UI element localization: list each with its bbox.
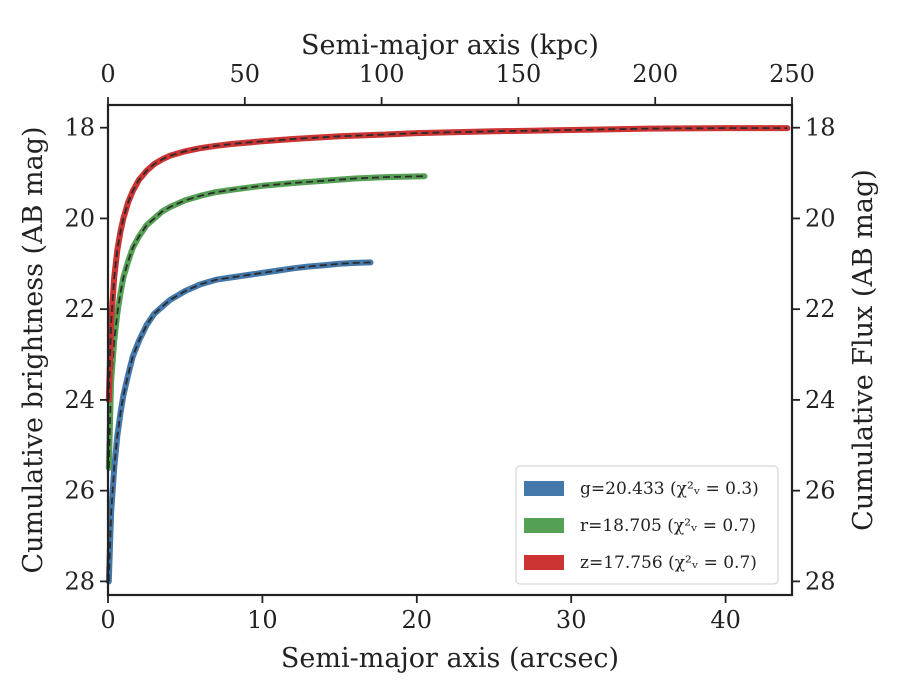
y-tick-label: 24 (64, 386, 95, 414)
x-tick-label: 20 (402, 606, 433, 634)
top-x-axis-title: Semi-major axis (kpc) (301, 30, 599, 61)
legend-label: g=20.433 (χ²ᵥ = 0.3) (580, 479, 759, 499)
series-band-1 (105, 173, 428, 471)
x-tick-label: 40 (710, 606, 741, 634)
plot-frame (106, 103, 794, 597)
series-band-0 (105, 259, 374, 585)
right-y-tick-label: 22 (805, 295, 836, 323)
series-band-2 (105, 125, 791, 403)
y-tick-label: 22 (64, 295, 95, 323)
legend-box (515, 465, 779, 585)
legend-swatch (524, 555, 564, 570)
x-tick-label: 30 (556, 606, 587, 634)
right-y-tick-label: 20 (805, 204, 836, 232)
y-tick-label: 18 (64, 114, 95, 142)
x-axis-title: Semi-major axis (arcsec) (281, 643, 619, 674)
legend-label: r=18.705 (χ²ᵥ = 0.7) (580, 516, 756, 536)
top-x-tick-label: 250 (769, 60, 815, 88)
series-layer (105, 125, 791, 585)
top-x-tick-label: 0 (100, 60, 115, 88)
right-y-tick-label: 28 (805, 567, 836, 595)
series-model-line-0 (107, 261, 371, 582)
legend-label: z=17.756 (χ²ᵥ = 0.7) (580, 553, 757, 573)
legend-swatch (524, 481, 564, 496)
top-x-tick-label: 200 (632, 60, 678, 88)
top-x-tick-label: 100 (359, 60, 405, 88)
top-x-tick-label: 150 (495, 60, 541, 88)
x-tick-label: 0 (100, 606, 115, 634)
right-y-tick-label: 24 (805, 386, 836, 414)
legend-swatch (524, 518, 564, 533)
legend: g=20.433 (χ²ᵥ = 0.3) r=18.705 (χ²ᵥ = 0.7)… (515, 465, 779, 585)
top-x-tick-label: 50 (230, 60, 261, 88)
y-axis-title: Cumulative brightness (AB mag) (18, 126, 49, 573)
right-y-tick-label: 18 (805, 114, 836, 142)
x-tick-label: 10 (247, 606, 278, 634)
right-y-axis-title: Cumulative Flux (AB mag) (848, 169, 879, 531)
right-y-tick-label: 26 (805, 477, 836, 505)
y-tick-label: 20 (64, 204, 95, 232)
series-model-line-2 (107, 127, 788, 400)
y-tick-label: 28 (64, 567, 95, 595)
y-tick-label: 26 (64, 477, 95, 505)
ticks-layer: 0 10 20 30 40 0 50 100 150 200 250 18 18 20 20 22 22 24 24… (64, 60, 835, 634)
series-model-line-1 (107, 175, 425, 469)
